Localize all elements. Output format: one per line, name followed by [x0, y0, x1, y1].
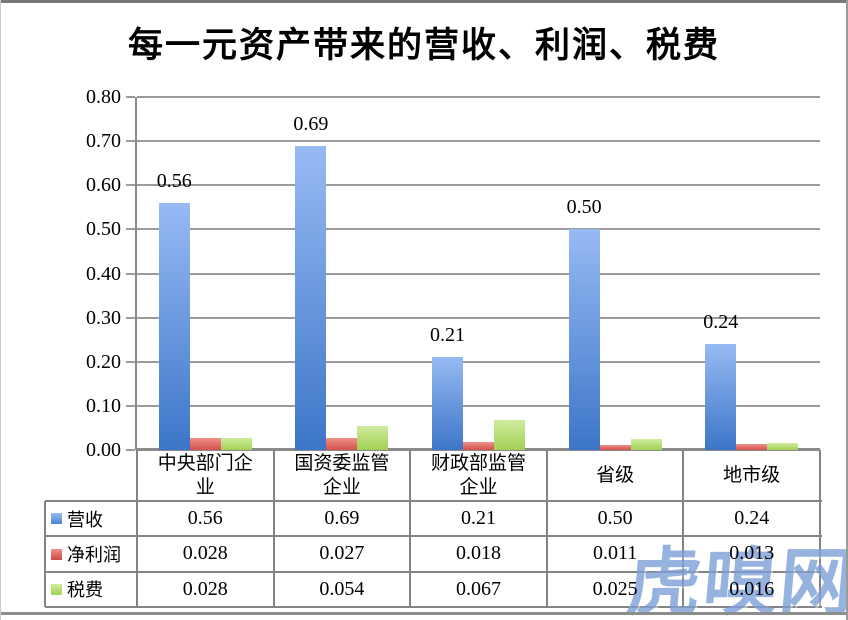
table-border-h: [45, 500, 822, 502]
legend-swatch-icon: [51, 513, 62, 525]
table-value: 0.24: [734, 507, 770, 529]
y-axis-label: 0.60: [86, 174, 121, 197]
y-axis-tick: [126, 272, 135, 275]
category-header: 地市级: [683, 450, 820, 501]
gridline: [137, 228, 820, 231]
category-header: 国资委监管企业: [274, 450, 411, 501]
table-value: 0.025: [592, 577, 638, 600]
bar-series2-cat4: [599, 445, 631, 450]
bar-series1-cat4: [568, 229, 600, 450]
y-axis-tick: [126, 228, 135, 231]
legend-swatch-icon: [51, 583, 62, 595]
table-value: 0.018: [455, 542, 501, 565]
bar-value-label: 0.21: [430, 324, 465, 347]
bar-series1-cat2: [295, 145, 327, 450]
table-border-h: [45, 606, 822, 609]
y-axis-label: 0.40: [86, 262, 121, 285]
y-axis-label: 0.80: [86, 86, 121, 108]
bar-series2-cat5: [736, 444, 768, 450]
bar-value-label: 0.69: [293, 112, 329, 135]
gridline: [137, 316, 820, 319]
frame-border-bottom: [0, 612, 848, 615]
gridline: [137, 184, 820, 187]
gridline: [137, 140, 820, 143]
category-header-label: 中央部门企业: [157, 452, 253, 498]
table-value: 0.054: [319, 577, 365, 600]
legend-label: 税费: [67, 580, 103, 601]
table-border-v: [44, 501, 46, 608]
table-value: 0.016: [729, 577, 775, 600]
y-axis-tick: [126, 140, 135, 143]
y-axis-label: 0.00: [86, 439, 121, 461]
category-header-label: 地市级: [723, 464, 781, 486]
bar-series3-cat5: [767, 442, 799, 450]
table-value: 0.011: [592, 542, 638, 565]
category-header-label: 财政部监管企业: [430, 452, 526, 498]
table-border-v: [682, 450, 685, 608]
y-axis-label: 0.50: [86, 218, 121, 241]
y-axis-label: 0.30: [86, 306, 121, 329]
category-header-label: 省级: [596, 464, 635, 486]
gridline: [137, 272, 820, 275]
table-value: 0.69: [324, 507, 360, 529]
frame-border-right: [846, 0, 848, 620]
bar-value-label: 0.50: [566, 196, 602, 219]
table-value: 0.50: [597, 507, 633, 529]
table-border-v: [545, 450, 548, 608]
legend-key: 净利润: [45, 536, 137, 571]
table-value: 0.028: [182, 542, 228, 565]
legend-key: 营收: [45, 501, 137, 536]
y-axis-label: 0.10: [86, 394, 121, 417]
y-axis-tick: [126, 404, 135, 407]
table-value: 0.028: [182, 577, 228, 600]
table-border-v: [409, 450, 412, 608]
table-value: 0.56: [187, 507, 223, 529]
bar-series3-cat1: [220, 437, 252, 450]
frame-border-top: [0, 0, 848, 3]
bar-series1-cat1: [158, 202, 190, 450]
gridline: [137, 96, 820, 98]
bar-series3-cat2: [357, 426, 389, 450]
category-header-label: 国资委监管企业: [294, 452, 390, 498]
bar-series3-cat4: [630, 438, 662, 450]
legend-label: 营收: [67, 509, 103, 530]
bar-value-label: 0.56: [156, 169, 192, 192]
table-value: 0.21: [460, 507, 496, 529]
table-value: 0.013: [729, 542, 775, 565]
table-border-h: [45, 570, 822, 573]
gridline: [137, 360, 820, 363]
y-axis-tick: [126, 316, 135, 319]
y-axis-line: [135, 97, 137, 450]
y-axis-label: 0.70: [86, 130, 121, 153]
table-border-v: [272, 450, 275, 608]
y-axis-tick: [126, 96, 135, 98]
bar-series1-cat5: [705, 344, 737, 450]
table-border-v: [136, 450, 138, 608]
table-border-v: [819, 450, 821, 608]
table-border-h: [45, 535, 822, 538]
y-axis-tick: [126, 449, 135, 451]
bar-value-label: 0.24: [703, 311, 739, 334]
bar-series2-cat3: [463, 442, 494, 450]
y-axis-tick: [126, 184, 135, 187]
legend-key: 税费: [45, 572, 137, 607]
table-value: 0.067: [455, 577, 501, 600]
bar-series2-cat2: [326, 438, 358, 450]
frame-border-left: [0, 0, 1, 620]
category-header: 中央部门企业: [137, 450, 274, 501]
category-header: 财政部监管企业: [410, 450, 547, 501]
y-axis-tick: [126, 360, 135, 363]
bar-series3-cat3: [494, 420, 525, 450]
gridline: [137, 404, 820, 407]
chart-title: 每一元资产带来的营收、利润、税费: [127, 26, 720, 65]
table-value: 0.027: [319, 542, 365, 565]
legend-swatch-icon: [51, 548, 62, 560]
bar-series2-cat1: [189, 437, 221, 450]
y-axis-label: 0.20: [86, 350, 121, 373]
legend-label: 净利润: [67, 545, 121, 566]
bar-series1-cat3: [432, 357, 463, 450]
category-header: 省级: [547, 450, 684, 501]
